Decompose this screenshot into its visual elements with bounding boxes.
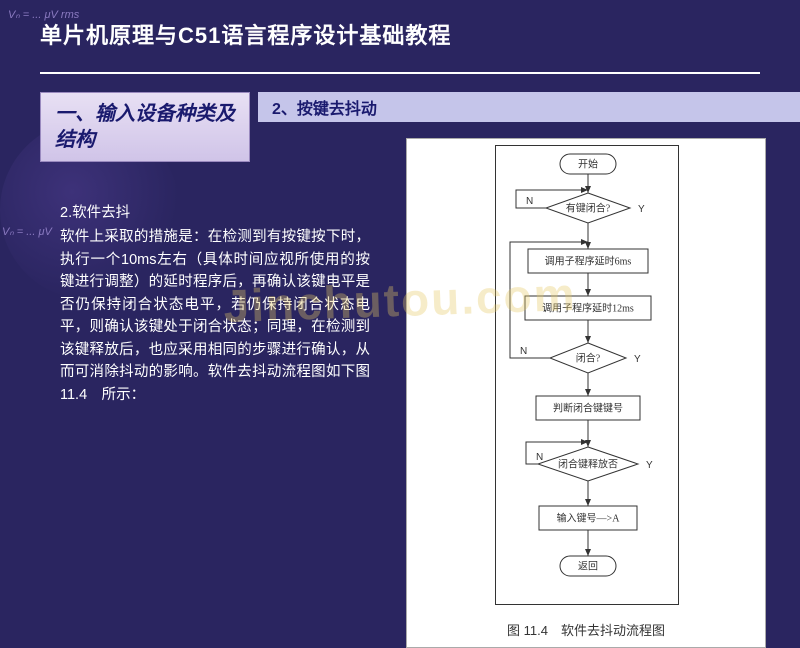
svg-text:调用子程序延时12ms: 调用子程序延时12ms — [542, 302, 634, 315]
flowchart-svg: 开始有键闭合? 调用子程序延时6ms 调用子程序延时12ms 闭合? 判断闭合键键号闭合… — [496, 146, 680, 606]
flowchart-container: 开始有键闭合? 调用子程序延时6ms 调用子程序延时12ms 闭合? 判断闭合键键号闭合… — [406, 138, 766, 648]
subtitle-text: 2、按键去抖动 — [272, 95, 377, 119]
section-heading: 一、输入设备种类及结构 — [55, 101, 235, 153]
svg-text:输入键号—>A: 输入键号—>A — [557, 512, 621, 525]
svg-text:N: N — [536, 452, 543, 463]
svg-text:N: N — [526, 196, 533, 207]
svg-text:调用子程序延时6ms: 调用子程序延时6ms — [545, 255, 632, 268]
svg-text:闭合?: 闭合? — [576, 352, 601, 365]
flowchart-caption: 图 11.4 软件去抖动流程图 — [407, 620, 765, 639]
formula-1: Vₙ = ... μV rms — [8, 8, 79, 21]
subtitle-bar: 2、按键去抖动 — [258, 92, 800, 122]
svg-text:开始: 开始 — [578, 158, 598, 171]
body-subhead: 2.软件去抖 — [60, 202, 370, 224]
svg-text:返回: 返回 — [578, 561, 598, 573]
svg-text:N: N — [520, 346, 527, 357]
content-area: 一、输入设备种类及结构 2、按键去抖动 2.软件去抖 软件上采取的措施是：在检测… — [0, 74, 800, 92]
svg-text:有键闭合?: 有键闭合? — [566, 202, 611, 215]
svg-text:Y: Y — [634, 354, 641, 365]
svg-text:Y: Y — [638, 204, 645, 215]
svg-text:Y: Y — [646, 460, 653, 471]
formula-2: Vₙ = ... μV — [2, 225, 52, 238]
body-content: 软件上采取的措施是：在检测到有按键按下时，执行一个10ms左右（具体时间应视所使… — [60, 226, 370, 406]
svg-text:闭合键释放否: 闭合键释放否 — [558, 458, 618, 471]
slide-header: 单片机原理与C51语言程序设计基础教程 — [0, 0, 800, 64]
slide-title: 单片机原理与C51语言程序设计基础教程 — [40, 18, 760, 50]
flowchart-border: 开始有键闭合? 调用子程序延时6ms 调用子程序延时12ms 闭合? 判断闭合键键号闭合… — [495, 145, 679, 605]
section-heading-box: 一、输入设备种类及结构 — [40, 92, 250, 162]
body-paragraph: 2.软件去抖 软件上采取的措施是：在检测到有按键按下时，执行一个10ms左右（具… — [60, 202, 370, 406]
svg-text:判断闭合键键号: 判断闭合键键号 — [553, 402, 623, 415]
